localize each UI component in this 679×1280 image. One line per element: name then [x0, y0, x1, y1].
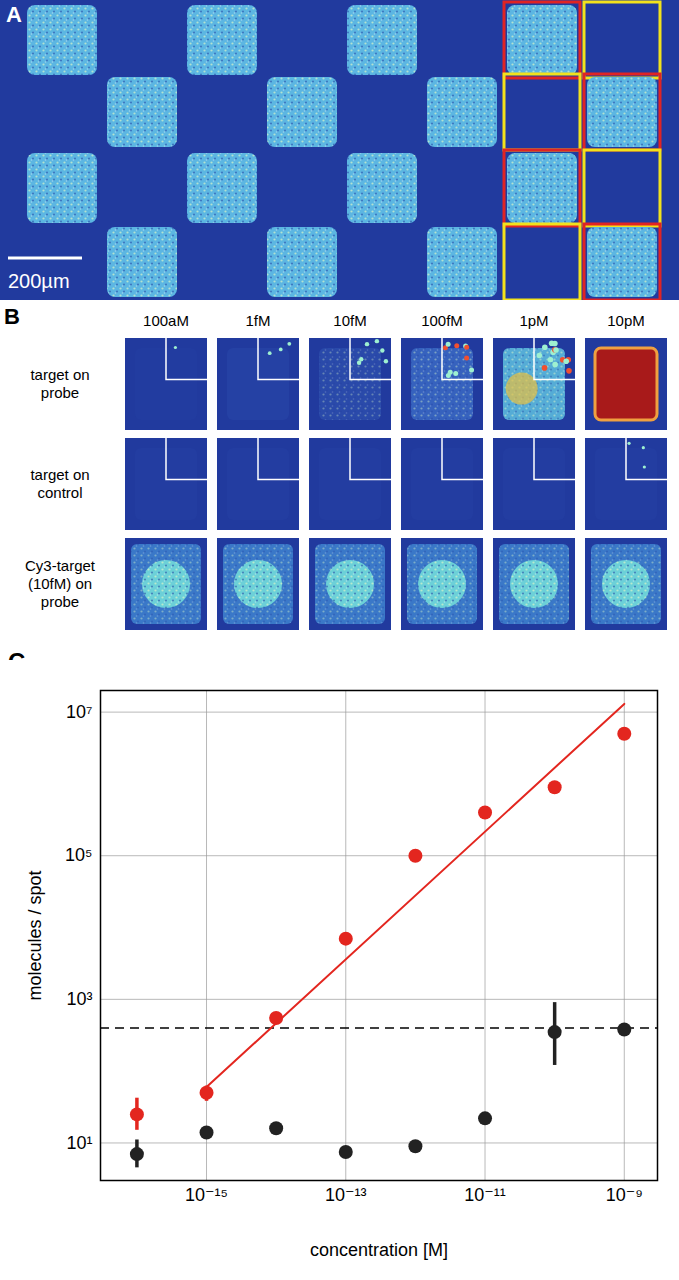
svg-text:concentration [M]: concentration [M] — [310, 1240, 448, 1260]
svg-text:10⁻¹³: 10⁻¹³ — [325, 1185, 367, 1205]
svg-text:A: A — [6, 2, 22, 27]
svg-text:B: B — [4, 304, 20, 329]
svg-text:10pM: 10pM — [607, 312, 645, 329]
svg-text:molecules / spot: molecules / spot — [25, 870, 45, 1000]
svg-text:10¹: 10¹ — [66, 1133, 92, 1153]
svg-text:10⁷: 10⁷ — [66, 702, 93, 722]
svg-text:10⁵: 10⁵ — [65, 845, 92, 865]
svg-text:100aM: 100aM — [143, 312, 189, 329]
html-text:C: C — [8, 648, 26, 675]
svg-text:10⁻¹¹: 10⁻¹¹ — [464, 1185, 506, 1205]
svg-text:100fM: 100fM — [421, 312, 463, 329]
svg-text:target onprobe: target onprobe — [30, 366, 89, 401]
svg-text:target oncontrol: target oncontrol — [30, 466, 89, 501]
svg-text:200µm: 200µm — [8, 270, 70, 292]
svg-text:10⁻⁹: 10⁻⁹ — [606, 1185, 643, 1205]
svg-text:Cy3-target(10fM) onprobe: Cy3-target(10fM) onprobe — [25, 557, 96, 610]
svg-text:10⁻¹⁵: 10⁻¹⁵ — [185, 1185, 228, 1205]
svg-text:10³: 10³ — [66, 989, 92, 1009]
svg-text:1fM: 1fM — [245, 312, 270, 329]
svg-text:1pM: 1pM — [519, 312, 548, 329]
svg-text:10fM: 10fM — [333, 312, 366, 329]
